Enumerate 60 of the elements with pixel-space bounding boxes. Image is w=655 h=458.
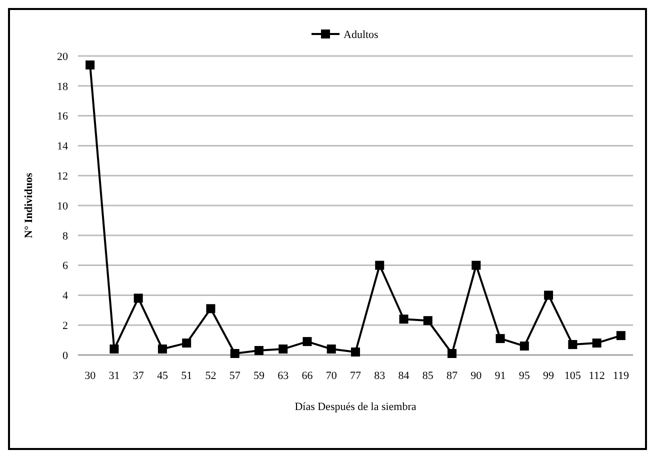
point [568, 340, 578, 350]
legend-label: Adultos [344, 28, 378, 41]
point [496, 334, 505, 344]
point [520, 342, 529, 351]
x-tick-label: 77 [350, 370, 362, 382]
x-tick-label: 91 [494, 370, 506, 382]
point [134, 294, 143, 303]
x-tick-label: 51 [181, 370, 192, 382]
point [110, 344, 119, 354]
point [544, 290, 554, 300]
x-tick-label: 30 [84, 370, 96, 382]
x-tick-label: 31 [108, 370, 120, 382]
point [448, 349, 457, 358]
point [423, 316, 432, 326]
point [375, 260, 384, 270]
y-tick-label: 12 [57, 170, 68, 182]
x-axis-title: Días Después de la siembra [294, 401, 416, 413]
x-tick-label: 84 [398, 370, 410, 382]
point [399, 314, 408, 324]
y-tick-label: 10 [57, 200, 68, 212]
point [326, 344, 336, 354]
point [592, 338, 602, 348]
x-tick-label: 52 [205, 370, 216, 382]
y-tick-label: 16 [57, 110, 68, 123]
point [230, 349, 240, 358]
x-tick-label: 57 [229, 370, 241, 382]
y-tick-label: 20 [57, 50, 68, 63]
x-tick-label: 119 [612, 370, 630, 382]
x-tick-label: 85 [422, 370, 434, 382]
x-tick-label: 37 [132, 370, 144, 382]
point [158, 344, 167, 354]
point [302, 337, 312, 346]
point [86, 60, 95, 70]
x-tick-label: 66 [302, 370, 314, 382]
x-tick-label: 70 [326, 370, 338, 382]
y-tick-label: 0 [62, 350, 68, 362]
x-tick-label: 63 [278, 370, 290, 382]
x-tick-label: 59 [253, 370, 265, 382]
y-tick-label: 6 [62, 260, 68, 272]
point [472, 260, 481, 270]
point [254, 346, 264, 356]
x-tick-label: 105 [564, 370, 582, 382]
point [616, 331, 626, 340]
point [351, 348, 360, 357]
y-tick-label: 14 [57, 140, 68, 153]
y-tick-label: 18 [57, 80, 68, 93]
x-tick-label: 90 [470, 370, 482, 382]
x-tick-label: 95 [518, 370, 530, 382]
y-tick-label: 2 [62, 320, 68, 332]
point [182, 338, 192, 348]
point [206, 304, 216, 314]
x-tick-label: 112 [588, 370, 605, 382]
x-tick-label: 99 [543, 370, 555, 382]
point [278, 344, 288, 354]
y-tick-label: 8 [62, 230, 68, 242]
x-tick-label: 45 [156, 370, 168, 382]
x-tick-label: 87 [446, 370, 458, 382]
x-tick-label: 83 [374, 370, 386, 382]
y-axis-title: N° Individuos [23, 172, 35, 238]
y-tick-label: 4 [62, 290, 68, 302]
